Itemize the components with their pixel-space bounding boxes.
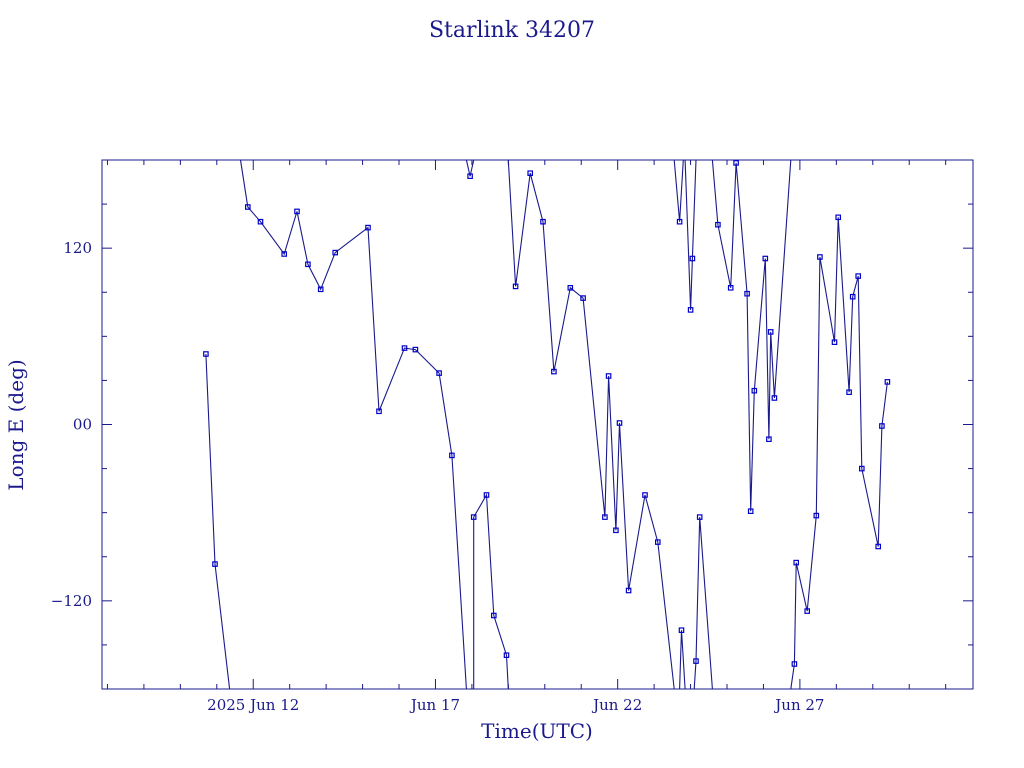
series-line (239, 159, 467, 690)
data-point (332, 249, 339, 256)
data-point (305, 261, 311, 268)
data-point (625, 587, 632, 594)
data-point (766, 436, 772, 443)
data-point (727, 285, 734, 291)
tick-labels: 2025 Jun 12 Jun 17 Jun 22 Jun 27 120 00 −120 (51, 239, 825, 714)
x-tick-label: 2025 Jun 12 (207, 696, 299, 714)
series-line (711, 159, 792, 512)
series-line (465, 159, 475, 177)
data-point (512, 283, 519, 290)
data-point (804, 608, 811, 614)
data-point (294, 208, 300, 215)
data-point (281, 251, 288, 257)
data-point (676, 218, 683, 225)
data-point (401, 345, 408, 351)
data-point (613, 527, 619, 534)
data-point (540, 218, 546, 225)
data-point (551, 368, 557, 375)
data-point (791, 661, 798, 667)
data-point (567, 285, 574, 291)
data-point (483, 492, 490, 498)
data-point (751, 387, 758, 394)
data-point (858, 465, 865, 472)
data-point (527, 170, 534, 177)
data-point (855, 273, 862, 279)
data-point (678, 627, 685, 634)
data-point (687, 307, 694, 313)
data-point (762, 255, 769, 262)
series-line (473, 493, 509, 690)
data-point (879, 423, 885, 429)
data-point (317, 286, 324, 293)
data-point (376, 408, 382, 415)
series-line (679, 630, 686, 690)
data-point (449, 452, 455, 459)
x-tick-label: Jun 22 (591, 696, 642, 714)
data-point (846, 389, 852, 396)
data-point (365, 224, 371, 231)
axis-ticks (102, 159, 973, 690)
data-point (203, 351, 209, 357)
y-tick-label: −120 (51, 592, 92, 610)
series-line (790, 217, 888, 690)
data-point (654, 539, 661, 545)
data-point (767, 329, 774, 335)
data-point (491, 612, 497, 619)
y-axis-title: Long E (deg) (4, 359, 28, 490)
data-point (580, 295, 586, 301)
series-line (507, 159, 675, 690)
series-line (673, 159, 684, 222)
plot-frame (101, 159, 974, 690)
data-point (693, 658, 699, 664)
data-point (467, 173, 473, 180)
data-point (470, 514, 477, 520)
data-point (605, 373, 612, 379)
data-point (793, 559, 800, 566)
data-point (602, 514, 608, 520)
data-point (212, 561, 218, 567)
data-point (835, 214, 842, 221)
data-point (817, 254, 823, 260)
data-point (503, 652, 510, 659)
series-line (693, 517, 713, 690)
data-point (771, 395, 778, 401)
data-point (257, 218, 264, 225)
data-point (831, 339, 838, 346)
data-point (412, 346, 419, 353)
data-point (689, 255, 696, 262)
data-point (884, 379, 891, 385)
y-tick-label: 00 (73, 416, 92, 434)
data-point (436, 370, 442, 376)
series-line (684, 159, 697, 310)
data-point (813, 512, 820, 519)
x-axis-title: Time(UTC) (481, 719, 593, 743)
data-series (203, 159, 891, 690)
data-point (747, 508, 754, 515)
data-point (642, 492, 648, 498)
y-tick-label: 120 (63, 239, 92, 257)
x-tick-label: Jun 17 (409, 696, 460, 714)
series-line (205, 353, 231, 690)
chart-title: Starlink 34207 (429, 18, 595, 43)
data-point (245, 204, 251, 210)
data-point (715, 221, 721, 228)
data-point (616, 420, 623, 426)
data-point (744, 290, 750, 297)
data-point (875, 543, 882, 550)
x-tick-label: Jun 27 (773, 696, 824, 714)
data-point (733, 160, 739, 166)
data-point (849, 293, 856, 300)
data-point (696, 514, 703, 520)
